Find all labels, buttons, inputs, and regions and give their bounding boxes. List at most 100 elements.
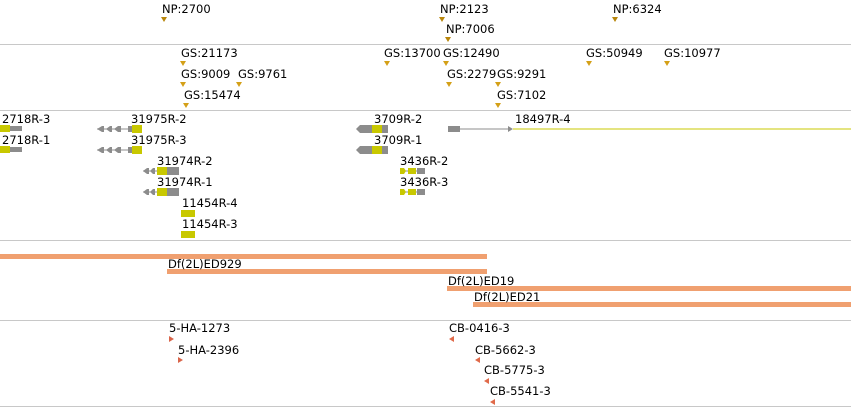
exon[interactable]: [417, 168, 425, 174]
np-label[interactable]: NP:2700: [162, 2, 211, 16]
exon[interactable]: [167, 188, 179, 196]
exon[interactable]: [143, 168, 149, 174]
np-marker[interactable]: [439, 17, 445, 22]
hairpin-label[interactable]: CB-5775-3: [484, 363, 545, 377]
exon[interactable]: [382, 125, 388, 133]
deficiency-bar[interactable]: [167, 269, 487, 274]
gs-marker[interactable]: [183, 103, 189, 108]
gs-label[interactable]: GS:7102: [497, 88, 547, 102]
np-label[interactable]: NP:7006: [446, 22, 495, 36]
gs-marker[interactable]: [443, 61, 449, 66]
deficiency-bar[interactable]: [473, 302, 851, 307]
np-marker[interactable]: [445, 37, 451, 42]
exon[interactable]: [400, 189, 406, 195]
gs-marker[interactable]: [446, 82, 452, 87]
transcript-label[interactable]: 31975R-3: [131, 133, 187, 147]
gs-marker[interactable]: [664, 61, 670, 66]
exon[interactable]: [132, 125, 142, 133]
gs-marker[interactable]: [236, 82, 242, 87]
exon[interactable]: [114, 126, 121, 132]
exon[interactable]: [0, 125, 10, 132]
np-label[interactable]: NP:2123: [440, 2, 489, 16]
gs-label[interactable]: GS:9009: [181, 67, 231, 81]
gs-label[interactable]: GS:21173: [181, 46, 238, 60]
exon[interactable]: [106, 147, 112, 153]
transcript-label[interactable]: 3436R-2: [400, 154, 449, 168]
exon[interactable]: [10, 147, 22, 152]
gs-label[interactable]: GS:50949: [586, 46, 643, 60]
exon[interactable]: [114, 147, 121, 153]
deficiency-bar[interactable]: [0, 254, 487, 259]
transcript-label[interactable]: 31974R-1: [157, 175, 213, 189]
exon[interactable]: [143, 189, 149, 195]
exon[interactable]: [382, 146, 388, 154]
np-label[interactable]: NP:6324: [613, 2, 662, 16]
gs-label[interactable]: GS:9291: [497, 67, 547, 81]
exon[interactable]: [167, 167, 179, 175]
hairpin-label[interactable]: 5-HA-1273: [169, 321, 231, 335]
gs-marker[interactable]: [495, 103, 501, 108]
exon[interactable]: [150, 168, 155, 174]
exon[interactable]: [106, 126, 112, 132]
deficiency-bar[interactable]: [447, 286, 851, 291]
gs-label[interactable]: GS:15474: [184, 88, 241, 102]
gs-label[interactable]: GS:9761: [238, 67, 288, 81]
transcript-label[interactable]: 18497R-4: [515, 112, 571, 126]
hairpin-marker[interactable]: [490, 399, 495, 405]
hairpin-marker[interactable]: [475, 357, 480, 363]
exon[interactable]: [10, 126, 22, 131]
hairpin-marker[interactable]: [178, 357, 183, 363]
np-marker[interactable]: [161, 17, 167, 22]
exon[interactable]: [132, 146, 142, 154]
transcript-label[interactable]: 3436R-3: [400, 175, 449, 189]
gs-label[interactable]: GS:2279: [447, 67, 497, 81]
exon[interactable]: [356, 146, 372, 154]
gs-marker[interactable]: [586, 61, 592, 66]
hairpin-label[interactable]: CB-0416-3: [449, 321, 510, 335]
np-marker[interactable]: [612, 17, 618, 22]
transcript-label[interactable]: 3709R-1: [374, 133, 423, 147]
deficiency-label[interactable]: Df(2L)ED21: [474, 290, 541, 304]
transcript-label[interactable]: 31974R-2: [157, 154, 213, 168]
transcript-label[interactable]: 11454R-3: [182, 217, 238, 231]
transcript-label[interactable]: 11454R-4: [182, 196, 238, 210]
deficiency-label[interactable]: Df(2L)ED19: [448, 274, 515, 288]
hairpin-label[interactable]: CB-5541-3: [490, 384, 551, 398]
exon[interactable]: [417, 189, 425, 195]
gs-marker[interactable]: [180, 82, 186, 87]
transcript-label[interactable]: 3709R-2: [374, 112, 423, 126]
hairpin-marker[interactable]: [449, 336, 454, 342]
exon[interactable]: [508, 126, 513, 132]
exon[interactable]: [97, 126, 104, 132]
exon[interactable]: [128, 126, 132, 132]
hairpin-marker[interactable]: [484, 378, 489, 384]
gs-label[interactable]: GS:12490: [443, 46, 500, 60]
transcript-label[interactable]: 31975R-2: [131, 112, 187, 126]
gs-marker[interactable]: [180, 61, 186, 66]
exon[interactable]: [372, 146, 382, 154]
exon[interactable]: [408, 168, 416, 174]
transcript-label[interactable]: 2718R-1: [2, 133, 51, 147]
gs-marker[interactable]: [495, 82, 501, 87]
exon[interactable]: [372, 125, 382, 133]
exon[interactable]: [400, 168, 406, 174]
hairpin-label[interactable]: CB-5662-3: [475, 343, 536, 357]
exon[interactable]: [157, 167, 167, 175]
exon[interactable]: [128, 147, 132, 153]
exon[interactable]: [448, 126, 460, 132]
exon[interactable]: [0, 146, 10, 153]
transcript-label[interactable]: 2718R-3: [2, 112, 51, 126]
exon[interactable]: [181, 210, 195, 217]
exon[interactable]: [157, 188, 167, 196]
hairpin-label[interactable]: 5-HA-2396: [178, 343, 240, 357]
exon[interactable]: [181, 231, 195, 238]
gs-label[interactable]: GS:10977: [664, 46, 721, 60]
deficiency-label[interactable]: Df(2L)ED929: [168, 257, 242, 271]
gs-marker[interactable]: [384, 61, 390, 66]
exon[interactable]: [408, 189, 416, 195]
exon[interactable]: [356, 125, 372, 133]
hairpin-marker[interactable]: [169, 336, 174, 342]
exon[interactable]: [150, 189, 155, 195]
gs-label[interactable]: GS:13700: [384, 46, 441, 60]
exon[interactable]: [97, 147, 104, 153]
